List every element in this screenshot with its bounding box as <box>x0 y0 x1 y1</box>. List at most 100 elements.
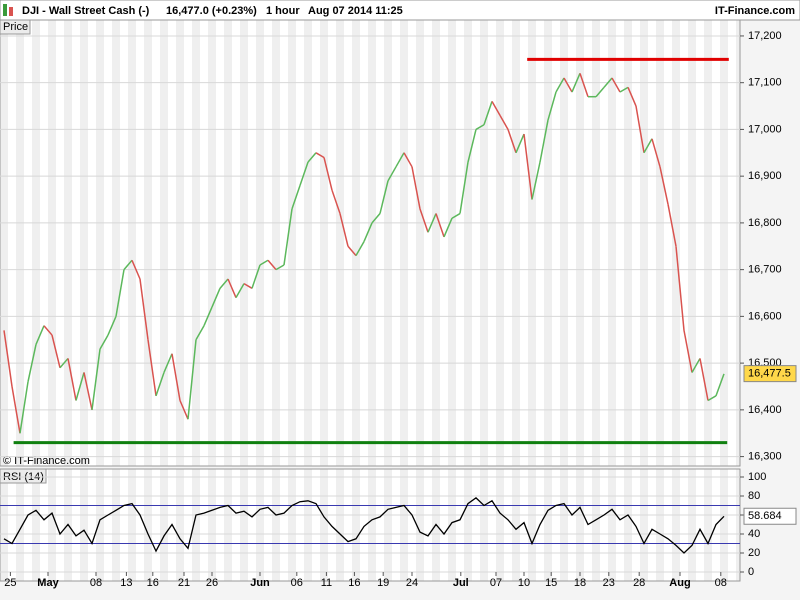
x-tick-label: Jul <box>453 577 469 589</box>
price-segment <box>547 91 557 121</box>
price-segment <box>667 204 677 247</box>
price-segment <box>307 152 317 163</box>
price-segment <box>371 213 381 224</box>
price-segment <box>379 180 389 214</box>
price-segment <box>507 129 517 154</box>
price-segment <box>395 152 405 168</box>
price-segment <box>675 246 685 331</box>
price-segment <box>539 119 549 163</box>
price-segment <box>43 325 53 336</box>
price-segment <box>443 217 453 238</box>
price-segment <box>643 138 653 154</box>
panel-label-box <box>0 468 47 484</box>
price-segment <box>611 77 621 93</box>
price-segment <box>243 283 253 289</box>
y-tick-label: 40 <box>748 528 760 540</box>
price-segment <box>659 166 669 205</box>
x-tick-label: 16 <box>147 577 159 589</box>
price-segment <box>235 283 245 299</box>
price-segment <box>355 241 365 256</box>
x-tick-label: Aug <box>669 577 690 589</box>
price-segment <box>187 339 197 420</box>
x-tick-label: 10 <box>518 577 530 589</box>
price-segment <box>67 358 77 401</box>
y-tick-label: 100 <box>748 471 766 483</box>
price-segment <box>603 77 613 88</box>
price-segment <box>115 269 125 317</box>
x-tick-label: 21 <box>178 577 190 589</box>
price-segment <box>179 400 189 420</box>
y-tick-label: 16,400 <box>748 404 782 416</box>
price-segment <box>163 353 173 373</box>
price-segment <box>219 278 229 289</box>
price-segment <box>131 259 141 280</box>
price-segment <box>467 129 477 163</box>
price-segment <box>699 358 709 401</box>
price-segment <box>107 316 117 336</box>
candle-icon <box>9 7 13 16</box>
price-segment <box>595 86 605 98</box>
price-segment <box>683 330 693 373</box>
price-segment <box>83 372 93 411</box>
y-tick-label: 16,800 <box>748 217 782 229</box>
price-segment <box>203 306 213 327</box>
price-segment <box>323 157 333 191</box>
price-segment <box>211 288 221 308</box>
price-segment <box>11 386 21 434</box>
price-segment <box>491 101 501 116</box>
price-segment <box>155 372 165 397</box>
x-tick-label: 16 <box>348 577 360 589</box>
x-tick-label: 28 <box>633 577 645 589</box>
price-segment <box>403 152 413 168</box>
price-segment <box>251 264 261 289</box>
x-tick-label: 13 <box>120 577 132 589</box>
y-tick-label: 20 <box>748 547 760 559</box>
price-segment <box>635 105 645 153</box>
x-tick-label: 25 <box>4 577 16 589</box>
rsi-line <box>3 497 725 554</box>
panel-label-box <box>0 19 31 35</box>
candle-icon <box>3 4 7 16</box>
price-segment <box>275 264 285 271</box>
rsi-panel <box>0 468 741 582</box>
price-segment <box>707 395 717 402</box>
symbol: DJI - Wall Street Cash (-) <box>22 5 150 17</box>
last-value-label: 16,477.5 <box>748 368 791 380</box>
price-segment <box>339 213 349 247</box>
price-segment <box>435 213 445 238</box>
x-tick-label: 08 <box>90 577 102 589</box>
y-tick-label: 16,700 <box>748 264 782 276</box>
last-value-box <box>743 507 797 525</box>
price-segment <box>283 208 293 266</box>
x-tick-label: May <box>37 577 59 589</box>
price-segment <box>515 133 525 154</box>
x-tick-label: 08 <box>715 577 727 589</box>
y-tick-label: 0 <box>748 566 754 578</box>
last-value-box <box>743 365 797 383</box>
price-segment <box>691 358 701 373</box>
price-segment <box>619 86 629 93</box>
price-segment <box>139 278 149 340</box>
x-tick-label: 26 <box>206 577 218 589</box>
price-segment <box>459 162 469 214</box>
price-segment <box>715 373 725 397</box>
price-segment <box>227 278 237 298</box>
price-segment <box>571 73 581 93</box>
price-segment <box>123 259 133 271</box>
price-segment <box>563 77 573 93</box>
price-segment <box>531 161 541 200</box>
x-tick-label: 19 <box>377 577 389 589</box>
price-segment <box>195 325 205 341</box>
y-tick-label: 17,000 <box>748 123 782 135</box>
x-tick-label: 23 <box>603 577 615 589</box>
price-segment <box>171 353 181 401</box>
price-segment <box>91 348 101 410</box>
price-panel <box>0 19 741 467</box>
x-tick-label: 11 <box>321 577 332 589</box>
price-segment <box>147 339 157 396</box>
x-tick-label: Jun <box>250 577 270 589</box>
price-segment <box>483 101 493 125</box>
price-segment <box>451 212 461 219</box>
price-segment <box>3 330 13 387</box>
